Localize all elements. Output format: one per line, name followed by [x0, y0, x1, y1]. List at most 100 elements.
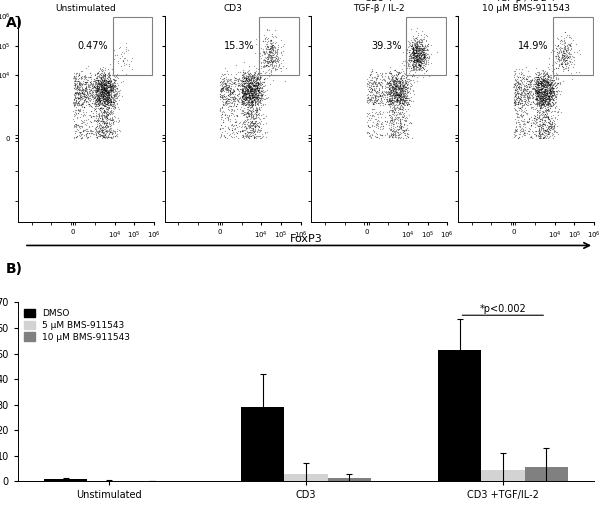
Text: 39.3%: 39.3%	[371, 41, 401, 51]
Point	[100, 122, 110, 131]
Point	[245, 115, 255, 123]
Point	[415, 54, 424, 62]
Point	[75, 93, 85, 102]
Point	[412, 62, 421, 70]
Point	[256, 78, 265, 87]
Point	[228, 88, 238, 96]
Point	[543, 92, 553, 101]
Point	[391, 81, 400, 90]
Point	[395, 85, 405, 93]
Point	[541, 87, 551, 96]
Point	[99, 79, 109, 88]
Point	[227, 126, 236, 134]
Point	[254, 80, 263, 88]
Point	[242, 85, 251, 94]
Point	[247, 79, 257, 88]
Point	[396, 73, 406, 81]
Point	[97, 110, 107, 118]
Point	[545, 88, 555, 97]
Point	[216, 130, 226, 138]
Point	[411, 43, 421, 52]
Point	[244, 101, 253, 109]
Point	[399, 69, 409, 77]
Point	[258, 90, 268, 98]
Point	[387, 130, 397, 138]
Point	[367, 90, 376, 99]
Point	[398, 83, 408, 92]
Point	[251, 35, 261, 43]
Point	[416, 38, 425, 47]
Point	[551, 43, 561, 52]
Point	[539, 134, 548, 142]
Point	[241, 74, 250, 82]
Point	[560, 59, 570, 68]
Point	[403, 98, 413, 107]
Point	[512, 89, 521, 97]
Point	[535, 94, 545, 103]
Point	[70, 80, 80, 89]
Point	[246, 74, 256, 82]
Point	[238, 132, 248, 140]
Point	[79, 89, 89, 97]
Point	[249, 86, 259, 94]
Point	[253, 132, 263, 140]
Point	[415, 56, 425, 64]
Point	[520, 131, 529, 140]
Point	[526, 133, 535, 142]
Point	[242, 82, 252, 90]
Point	[104, 96, 113, 104]
Point	[395, 90, 405, 99]
Point	[529, 90, 538, 98]
Point	[524, 93, 533, 102]
Point	[255, 81, 265, 89]
Point	[522, 110, 532, 118]
Point	[410, 61, 420, 69]
Point	[412, 44, 421, 52]
Point	[548, 74, 557, 83]
Point	[251, 76, 261, 84]
Point	[409, 50, 419, 59]
Point	[99, 83, 109, 92]
Point	[533, 83, 543, 91]
Point	[215, 81, 225, 89]
Point	[245, 81, 255, 90]
Point	[410, 42, 419, 50]
Point	[255, 126, 265, 135]
Point	[245, 83, 254, 92]
Point	[362, 82, 372, 90]
Point	[100, 71, 110, 79]
Point	[523, 80, 532, 89]
Point	[535, 104, 544, 112]
Point	[99, 86, 109, 94]
Point	[414, 43, 424, 51]
Point	[100, 119, 109, 127]
Point	[541, 118, 551, 126]
Point	[389, 120, 398, 128]
Point	[394, 100, 404, 108]
Point	[394, 93, 404, 101]
Point	[256, 96, 265, 105]
Point	[396, 85, 406, 94]
Point	[247, 92, 256, 101]
Point	[69, 101, 79, 109]
Point	[248, 79, 257, 87]
Point	[228, 102, 238, 110]
Point	[369, 112, 379, 121]
Point	[249, 91, 259, 99]
Point	[247, 72, 256, 80]
Point	[267, 39, 277, 47]
Point	[251, 40, 261, 48]
Point	[104, 93, 113, 102]
Point	[119, 49, 128, 57]
Point	[101, 108, 111, 117]
Point	[95, 92, 104, 101]
Point	[260, 58, 270, 66]
Point	[536, 98, 546, 107]
Point	[231, 117, 241, 126]
Point	[376, 119, 386, 127]
Point	[89, 88, 98, 97]
Point	[559, 49, 569, 58]
Point	[104, 85, 113, 94]
Point	[229, 125, 239, 133]
Point	[526, 132, 536, 140]
